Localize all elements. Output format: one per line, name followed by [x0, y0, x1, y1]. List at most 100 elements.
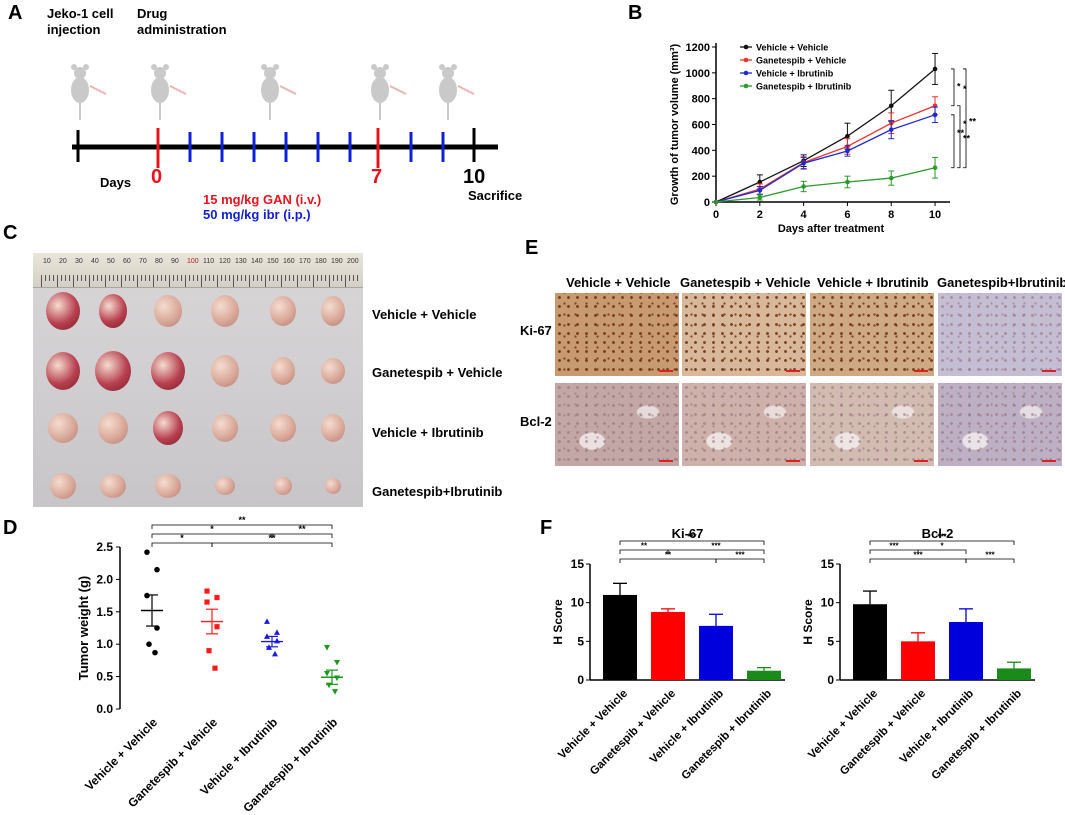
data-point: [845, 179, 850, 185]
mouse-icon: [71, 64, 107, 120]
ruler-tick: [129, 275, 130, 281]
photo-row-label-4: Ganetespib+Ibrutinib: [372, 484, 503, 499]
significance-label: ***: [735, 551, 745, 560]
y-tick-label: 0: [704, 197, 710, 209]
photo-row-label-1: Vehicle + Vehicle: [372, 307, 477, 322]
mouse-body: [439, 77, 457, 103]
ruler-tick: [241, 275, 242, 281]
ruler-tick: [61, 275, 62, 281]
significance-bracket: [951, 68, 955, 107]
tumor-specimen: [321, 414, 345, 442]
ruler-tick: [261, 275, 262, 281]
data-point: [152, 649, 158, 656]
data-point: [204, 588, 210, 594]
y-tick-label: 0.5: [96, 670, 113, 684]
legend-marker: [743, 70, 749, 76]
ihc-micrograph: [938, 293, 1062, 376]
y-tick-label: 15: [821, 557, 835, 571]
mouse-icon: [151, 64, 187, 120]
significance-bracket: [963, 68, 967, 169]
ruler-tick: [97, 275, 98, 281]
y-tick-label: 15: [571, 557, 585, 571]
significance-label: *: [957, 82, 961, 92]
data-point: [324, 670, 330, 677]
y-tick-label: 10: [821, 596, 835, 610]
ruler-tick: [233, 275, 234, 287]
ruler-tick: [337, 275, 338, 281]
significance-label: **: [268, 533, 276, 543]
ruler-tick: [305, 275, 306, 281]
ihc-micrograph: [938, 383, 1062, 466]
ruler-tick: [161, 275, 162, 281]
ruler-tick: [69, 275, 70, 281]
ruler-tick: [201, 275, 202, 287]
ruler-tick: [221, 275, 222, 281]
day-7-label: 7: [371, 166, 383, 188]
mouse-body: [151, 77, 169, 103]
mouse-icon: [261, 64, 297, 120]
ruler-tick: [173, 275, 174, 281]
ruler-number: 180: [315, 258, 327, 265]
tumor-specimen: [155, 474, 181, 498]
data-point: [272, 650, 278, 657]
syringe-icon: [169, 85, 187, 95]
significance-label: ***: [937, 533, 947, 542]
significance-bracket: [951, 114, 955, 169]
y-tick-label: 5: [827, 634, 834, 648]
ruler-tick: [169, 275, 170, 287]
significance-bracket: [715, 558, 765, 563]
gan-dose-label: 15 mg/kg GAN (i.v.): [203, 192, 322, 207]
ruler-tick: [297, 275, 298, 287]
ruler-number: 50: [107, 258, 115, 265]
ruler-tick: [293, 275, 294, 281]
y-tick-label: 1000: [686, 68, 710, 80]
x-tick-label: 8: [888, 209, 894, 221]
panel-c-label: C: [3, 222, 18, 244]
y-tick-label: 400: [692, 145, 710, 157]
y-tick-label: 200: [692, 171, 710, 183]
ruler-tick: [65, 275, 66, 281]
drug-administration-label: Drug administration: [137, 6, 227, 37]
ruler-tick: [109, 275, 110, 281]
x-tick-label: 0: [713, 209, 719, 221]
panel-b-label: B: [628, 2, 643, 24]
tumor-specimen: [321, 358, 345, 384]
ruler-tick: [329, 275, 330, 287]
ruler-tick: [93, 275, 94, 281]
bar: [997, 668, 1031, 680]
ruler-tick: [197, 275, 198, 281]
ruler-number: 60: [123, 258, 131, 265]
x-tick-label: 6: [844, 209, 850, 221]
mouse-body: [371, 77, 389, 103]
tumor-specimen: [212, 414, 238, 442]
significance-label: **: [298, 524, 306, 534]
tumor-specimen: [211, 295, 239, 327]
ruler-number: 120: [219, 258, 231, 265]
significance-bracket: [869, 549, 919, 554]
x-tick-label: 4: [801, 209, 808, 221]
significance-bracket: [151, 524, 333, 529]
ruler-tick: [113, 275, 114, 281]
significance-label: *: [963, 84, 967, 94]
tumor-specimen: [270, 296, 296, 326]
y-tick-label: 800: [692, 94, 710, 106]
ruler-number: 110: [203, 258, 215, 265]
tumor-specimen: [98, 412, 128, 444]
data-point: [845, 148, 850, 154]
bar: [901, 641, 935, 680]
significance-label: **: [957, 128, 965, 138]
data-point: [888, 103, 894, 109]
tumor-specimen: [274, 477, 292, 495]
tumor-specimen: [325, 478, 341, 494]
ihc-col-4: Ganetespib+Ibrutinib: [937, 275, 1065, 290]
mouse-body: [71, 77, 89, 103]
ruler-tick: [77, 275, 78, 281]
mouse-ear: [371, 64, 377, 70]
ruler: 10 20 30 40 50 60 70 80 90 100 110 120 130 140 150 160 1…: [33, 253, 363, 288]
ruler-tick: [345, 275, 346, 287]
panel-f-label: F: [540, 517, 553, 539]
significance-label: *: [940, 542, 944, 551]
